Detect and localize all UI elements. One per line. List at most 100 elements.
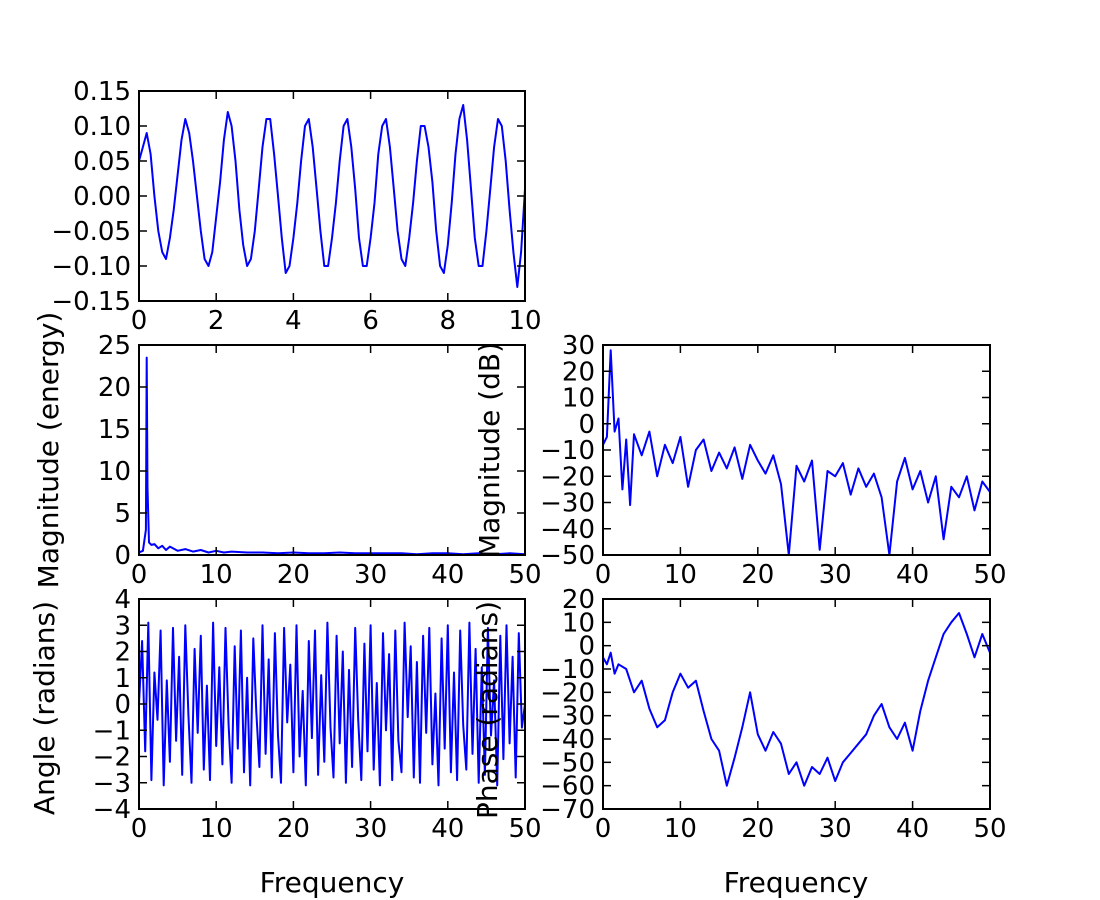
magnitude-energy-ytick-label: 20 [98,373,131,403]
phase-axes-frame [602,598,991,810]
signal-ytick-label: 0.10 [73,112,131,142]
magnitude-db-xtick-label: 50 [973,560,1006,590]
magnitude-db-ytick-label: −50 [540,541,595,571]
magnitude-energy-line-group [139,356,525,555]
signal-xtick-label: 4 [285,306,302,336]
phase-ytick-label: −20 [540,678,595,708]
magnitude-db-axes-frame [602,344,991,556]
angle-ytick-label: −1 [93,716,131,746]
signal-ytick-label: 0.05 [73,147,131,177]
magnitude-db-ytick-label: −20 [540,462,595,492]
signal-ytick-label: 0.15 [73,77,131,107]
angle-ytick-label: 1 [114,664,131,694]
angle-ytick-label: −2 [93,743,131,773]
phase-xtick-label: 0 [595,814,612,844]
angle-ytick-label: 4 [114,585,131,615]
angle-series-line-0 [139,621,525,787]
phase-ytick-label: −40 [540,725,595,755]
magnitude-energy-xtick-label: 20 [277,560,310,590]
magnitude-db-ytick-label: −30 [540,489,595,519]
magnitude-energy-xtick-label: 50 [508,560,541,590]
magnitude-energy-subplot: 0 10 20 30 40 50 0 5 10 15 20 25 Magnitude (energy) [32,312,542,590]
magnitude-db-ytick-label: 20 [562,357,595,387]
phase-ytick-label: −70 [540,795,595,825]
phase-xlabel: Frequency [724,866,869,899]
phase-ytick-label: 20 [562,585,595,615]
angle-xtick-label: 0 [131,814,148,844]
magnitude-energy-tick-labels: 0 10 20 30 40 50 0 5 10 15 20 25 [98,331,542,590]
magnitude-energy-xtick-label: 30 [354,560,387,590]
signal-xtick-label: 10 [508,306,541,336]
angle-ytick-label: 3 [114,611,131,641]
magnitude-db-ytick-label: 10 [562,384,595,414]
magnitude-energy-xtick-label: 0 [131,560,148,590]
signal-line-group [139,104,525,288]
phase-ylabel: Phase (radians) [471,601,504,819]
angle-xtick-label: 30 [354,814,387,844]
signal-xtick-label: 8 [440,306,457,336]
phase-xtick-label: 10 [664,814,697,844]
signal-ytick-label: 0.00 [73,182,131,212]
magnitude-energy-ytick-label: 0 [114,541,131,571]
signal-ytick-label: −0.05 [51,217,131,247]
magnitude-energy-ytick-label: 25 [98,331,131,361]
magnitude-db-ytick-label: −40 [540,515,595,545]
magnitude-db-xtick-label: 30 [819,560,852,590]
angle-ticks [138,598,526,810]
angle-line-group [139,621,525,787]
magnitude-energy-ytick-label: 15 [98,415,131,445]
signal-tick-labels: 0 2 4 6 8 10 −0.15 −0.10 −0.05 0.00 0.05 0.10 0.15 [51,77,541,336]
magnitude-db-series-line-0 [603,349,990,555]
signal-xtick-label: 6 [362,306,379,336]
phase-ytick-label: −30 [540,702,595,732]
magnitude-energy-series-line-0 [139,356,525,555]
angle-ytick-label: 0 [114,690,131,720]
phase-xtick-label: 20 [741,814,774,844]
phase-ytick-label: 10 [562,608,595,638]
angle-xlabel: Frequency [260,866,405,899]
phase-xtick-label: 30 [819,814,852,844]
angle-xtick-label: 20 [277,814,310,844]
angle-xtick-label: 50 [508,814,541,844]
magnitude-db-xtick-label: 10 [664,560,697,590]
magnitude-energy-ytick-label: 10 [98,457,131,487]
angle-ytick-label: 2 [114,638,131,668]
phase-line-group [603,612,990,787]
phase-series-line-0 [603,612,990,787]
signal-series-line-0 [139,104,525,288]
angle-ytick-label: −4 [93,795,131,825]
magnitude-energy-ylabel: Magnitude (energy) [32,312,65,589]
magnitude-db-ytick-label: 0 [578,410,595,440]
angle-xtick-label: 10 [200,814,233,844]
magnitude-energy-ytick-label: 5 [114,499,131,529]
phase-ytick-label: −10 [540,655,595,685]
phase-ytick-label: 0 [578,632,595,662]
magnitude-db-ytick-label: 30 [562,331,595,361]
angle-ytick-label: −3 [93,769,131,799]
magnitude-db-xtick-label: 0 [595,560,612,590]
signal-ticks [138,90,526,302]
phase-xtick-label: 50 [973,814,1006,844]
signal-ytick-label: −0.10 [51,252,131,282]
magnitude-db-ticks [602,344,991,556]
magnitude-db-xtick-label: 20 [741,560,774,590]
magnitude-energy-ticks [138,344,526,556]
signal-ytick-label: −0.15 [51,287,131,317]
magnitude-energy-xtick-label: 10 [200,560,233,590]
phase-ytick-label: −60 [540,772,595,802]
signal-subplot: 0 2 4 6 8 10 −0.15 −0.10 −0.05 0.00 0.05 0.10 0.15 [51,77,541,336]
magnitude-energy-axes-frame [138,344,526,556]
angle-xtick-label: 40 [431,814,464,844]
magnitude-db-ytick-label: −10 [540,436,595,466]
phase-ytick-label: −50 [540,748,595,778]
signal-xtick-label: 0 [131,306,148,336]
magnitude-db-ylabel: Magnitude (dB) [473,342,506,558]
signal-xtick-label: 2 [208,306,225,336]
magnitude-db-line-group [603,349,990,555]
